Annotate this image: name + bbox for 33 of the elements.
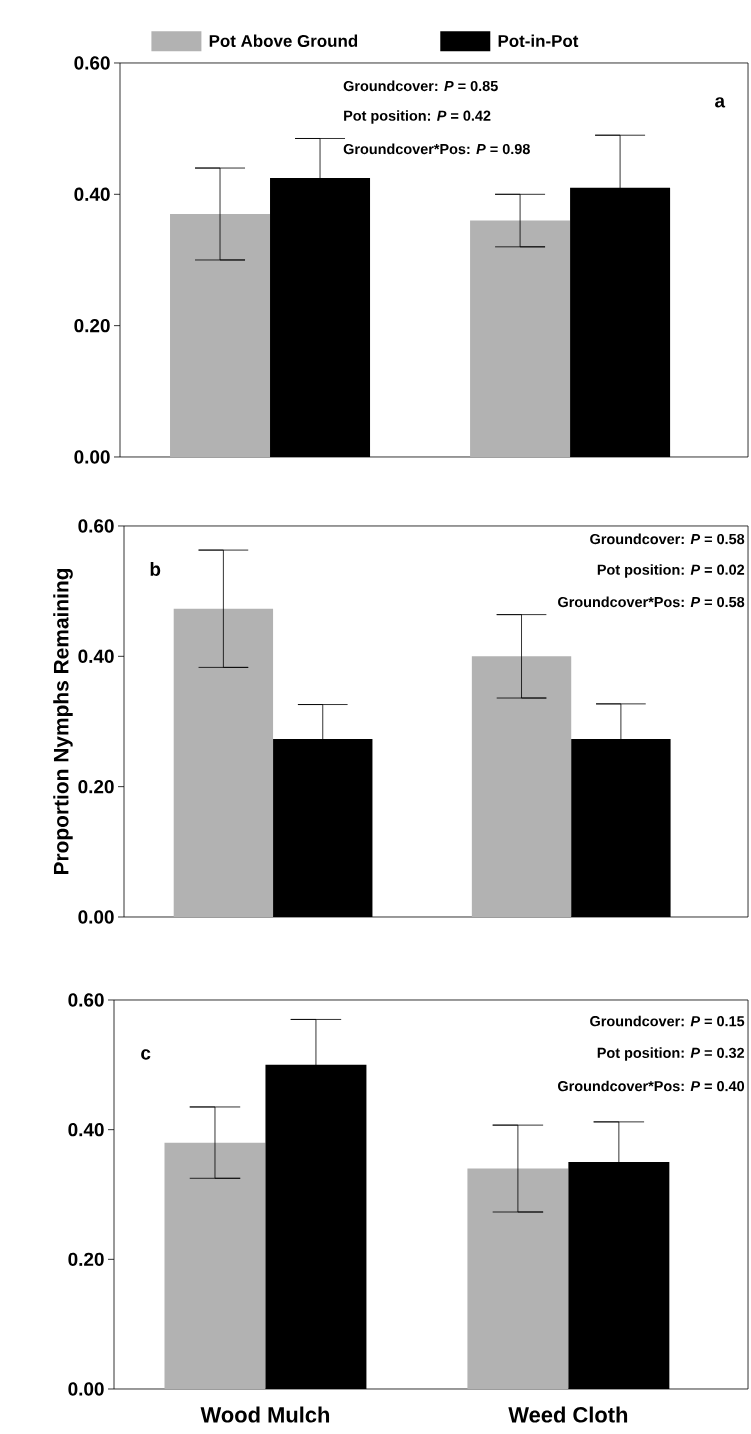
bar	[471, 656, 572, 917]
y-tick-label: 0.60	[74, 56, 110, 70]
y-tick-label: 0.00	[74, 450, 110, 464]
y-tick-label: 0.60	[78, 519, 114, 533]
bar	[173, 608, 274, 917]
y-axis-title: Proportion Nymphs Remaining	[53, 568, 73, 875]
y-tick-label: 0.20	[68, 1252, 104, 1267]
annotation: Groundcover: P = 0.58	[590, 533, 745, 545]
y-tick-label: 0.00	[68, 1382, 104, 1396]
y-tick-label: 0.00	[78, 910, 114, 924]
annotation: c	[141, 1049, 151, 1060]
annotation: b	[150, 562, 161, 576]
annotation: Groundcover: P = 0.15	[590, 1015, 745, 1027]
x-tick-label: Wood Mulch	[200, 1406, 330, 1423]
y-tick-label: 0.20	[78, 779, 114, 794]
y-tick-label: 0.20	[74, 318, 110, 333]
y-tick-label: 0.60	[68, 993, 104, 1007]
y-tick-label: 0.40	[78, 649, 114, 664]
annotation: Groundcover*Pos: P = 0.98	[343, 143, 530, 155]
annotation: Pot position: P = 0.02	[597, 564, 745, 578]
annotation: Pot position: P = 0.42	[344, 110, 491, 124]
annotation: Groundcover*Pos: P = 0.40	[558, 1080, 745, 1092]
annotation: Pot position: P = 0.32	[597, 1047, 745, 1061]
annotation: a	[715, 97, 726, 108]
bar	[164, 1142, 266, 1389]
bar	[467, 1168, 569, 1389]
x-tick-label: Weed Cloth	[508, 1406, 628, 1423]
legend-label: Pot Above Ground	[209, 34, 358, 47]
annotation: Groundcover: P = 0.85	[343, 80, 498, 92]
y-tick-label: 0.40	[68, 1122, 104, 1137]
annotation: Groundcover*Pos: P = 0.58	[558, 596, 745, 608]
y-tick-label: 0.40	[74, 187, 110, 202]
legend-label: Pot-in-Pot	[498, 34, 579, 47]
